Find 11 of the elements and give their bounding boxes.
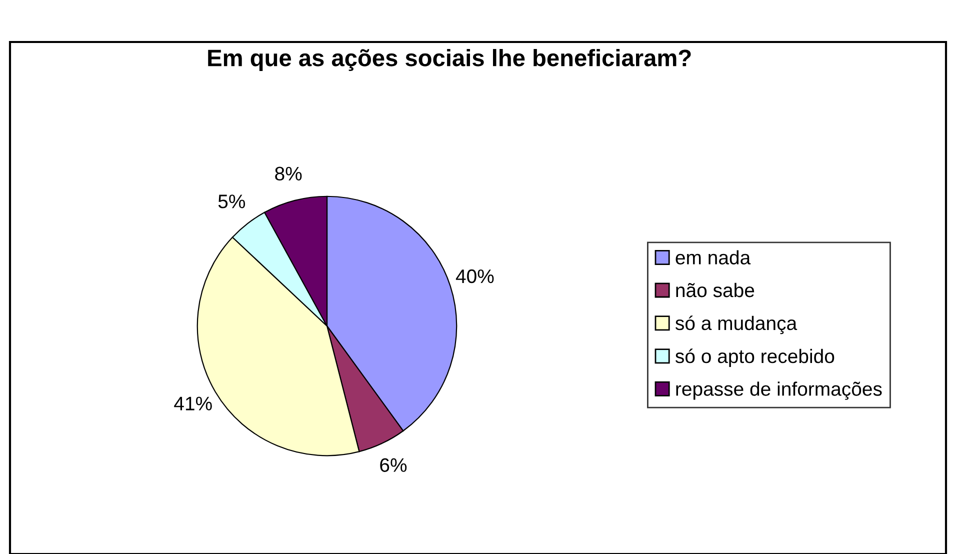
legend-label: só a mudança	[675, 316, 798, 334]
legend-label: em nada	[676, 250, 751, 264]
legend-label: repasse de informações	[676, 382, 882, 400]
data-label: 5%	[218, 194, 246, 208]
data-label: 6%	[380, 458, 407, 472]
legend-label: não sabe	[676, 282, 754, 298]
data-label: 41%	[174, 396, 212, 410]
data-label: 8%	[275, 166, 302, 181]
legend-label: só o apto recebido	[675, 348, 834, 367]
chart-title: Em que as ações sociais lhe beneficiaram?	[208, 48, 691, 72]
data-label: 40%	[456, 269, 494, 284]
